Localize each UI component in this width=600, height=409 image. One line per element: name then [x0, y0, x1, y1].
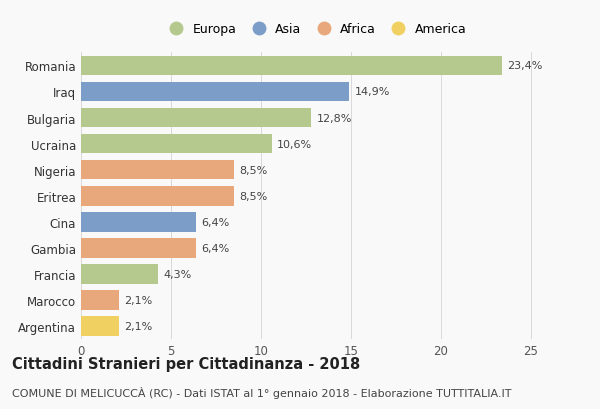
Bar	[81, 83, 349, 102]
Text: 2,1%: 2,1%	[124, 295, 152, 306]
Text: 12,8%: 12,8%	[317, 113, 352, 123]
Text: 8,5%: 8,5%	[239, 165, 268, 175]
Text: 2,1%: 2,1%	[124, 321, 152, 331]
Bar	[81, 108, 311, 128]
Bar	[81, 213, 196, 232]
Bar	[81, 265, 158, 284]
Legend: Europa, Asia, Africa, America: Europa, Asia, Africa, America	[158, 18, 472, 41]
Text: 4,3%: 4,3%	[164, 270, 192, 279]
Bar	[81, 317, 119, 336]
Bar	[81, 187, 234, 206]
Bar	[81, 291, 119, 310]
Text: 23,4%: 23,4%	[508, 61, 543, 71]
Text: 8,5%: 8,5%	[239, 191, 268, 201]
Text: 6,4%: 6,4%	[202, 243, 230, 253]
Text: COMUNE DI MELICUCCÀ (RC) - Dati ISTAT al 1° gennaio 2018 - Elaborazione TUTTITAL: COMUNE DI MELICUCCÀ (RC) - Dati ISTAT al…	[12, 387, 511, 398]
Bar	[81, 238, 196, 258]
Text: Cittadini Stranieri per Cittadinanza - 2018: Cittadini Stranieri per Cittadinanza - 2…	[12, 356, 360, 371]
Text: 6,4%: 6,4%	[202, 217, 230, 227]
Bar	[81, 161, 234, 180]
Text: 14,9%: 14,9%	[355, 87, 390, 97]
Bar	[81, 56, 502, 76]
Bar	[81, 135, 272, 154]
Text: 10,6%: 10,6%	[277, 139, 313, 149]
